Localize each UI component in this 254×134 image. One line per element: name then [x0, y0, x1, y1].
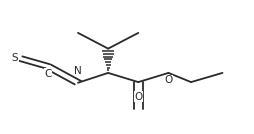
Text: O: O [134, 92, 142, 102]
Text: N: N [74, 66, 82, 76]
Text: O: O [164, 75, 172, 85]
Text: C: C [44, 69, 52, 79]
Text: S: S [12, 53, 18, 64]
